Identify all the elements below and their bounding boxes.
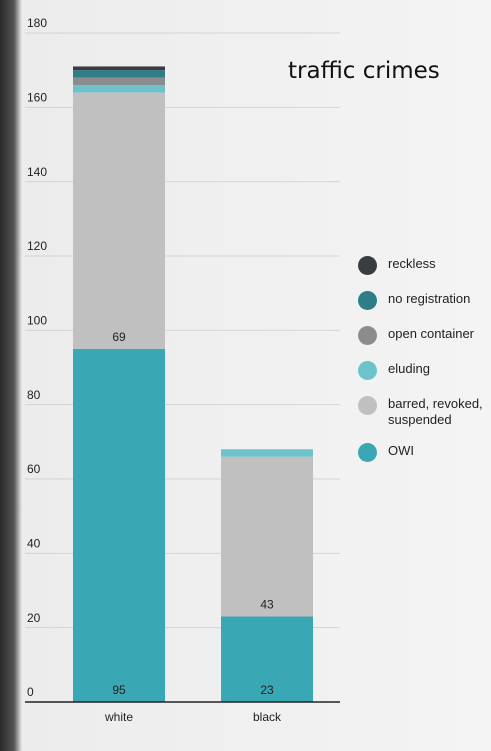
chart-title: traffic crimes <box>288 58 440 84</box>
data-label: 95 <box>112 683 126 697</box>
y-tick-label: 100 <box>27 314 47 328</box>
legend-item: barred, revoked, suspended <box>356 396 486 428</box>
bar-segment <box>73 85 165 93</box>
bar-segment <box>73 70 165 78</box>
legend-item: reckless <box>356 256 486 276</box>
legend-item: open container <box>356 326 486 346</box>
bar-segment <box>73 66 165 71</box>
legend-swatch <box>358 256 377 275</box>
bar-segment <box>73 77 165 86</box>
legend-label: eluding <box>388 361 430 376</box>
legend-swatch <box>358 396 377 415</box>
data-label: 43 <box>260 598 274 612</box>
legend-swatch <box>358 291 377 310</box>
bar-segment <box>73 92 165 349</box>
legend-item: no registration <box>356 291 486 311</box>
y-tick-label: 40 <box>27 537 41 551</box>
y-tick-label: 120 <box>27 239 47 253</box>
legend-label: no registration <box>388 291 471 306</box>
legend-label: open container <box>388 326 475 341</box>
data-label: 69 <box>112 330 126 344</box>
legend-label: OWI <box>388 443 414 458</box>
y-tick-label: 180 <box>27 16 47 30</box>
legend-swatch <box>358 326 377 345</box>
legend-item: eluding <box>356 361 486 381</box>
y-tick-label: 60 <box>27 462 41 476</box>
y-tick-label: 20 <box>27 611 41 625</box>
bar-segment <box>221 456 313 617</box>
bar-segment <box>221 449 313 457</box>
bar-segment <box>221 616 313 702</box>
x-tick-label: white <box>104 710 133 724</box>
y-tick-label: 0 <box>27 685 34 699</box>
data-label: 23 <box>260 683 274 697</box>
x-tick-label: black <box>253 710 282 724</box>
legend-swatch <box>358 443 377 462</box>
y-tick-label: 160 <box>27 91 47 105</box>
legend-swatch <box>358 361 377 380</box>
legend-item: OWI <box>356 443 486 463</box>
legend: reckless no registration open container elu… <box>356 256 486 478</box>
y-tick-label: 80 <box>27 388 41 402</box>
legend-label: barred, revoked, suspended <box>388 396 483 427</box>
legend-label: reckless <box>388 256 436 271</box>
bar-segment <box>73 348 165 702</box>
y-tick-label: 140 <box>27 165 47 179</box>
